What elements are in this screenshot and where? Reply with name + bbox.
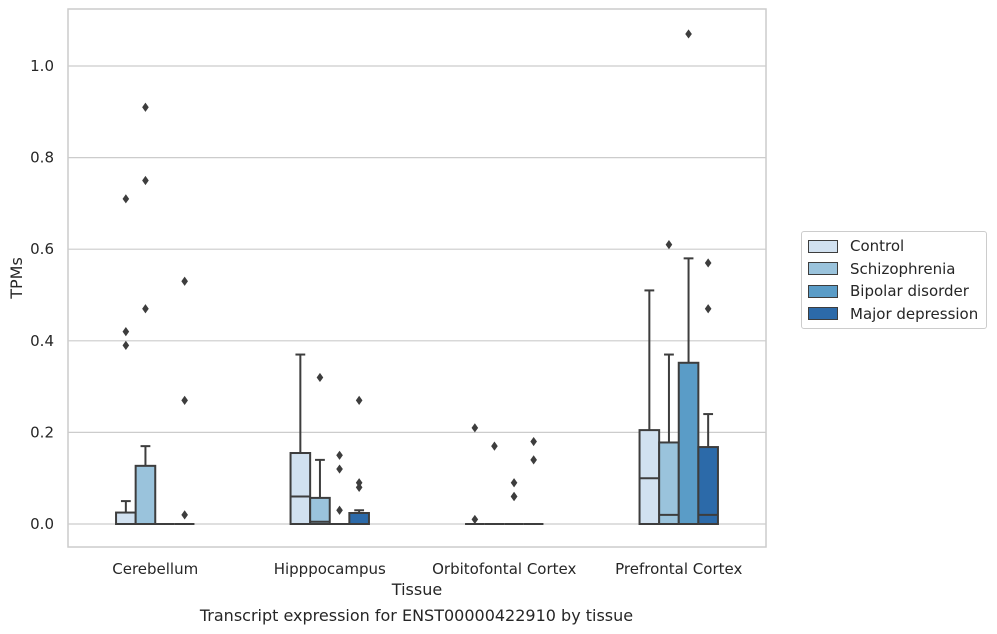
box-group (504, 478, 524, 525)
outlier-point (181, 276, 188, 286)
x-axis-label: Tissue (391, 580, 442, 599)
outlier-point (142, 175, 149, 186)
box-group (134, 102, 157, 526)
outlier-point (355, 478, 363, 488)
y-tick-label: 1.0 (30, 57, 54, 75)
legend-item-schizophrenia: Schizophrenia (802, 258, 986, 281)
box-group (638, 289, 661, 525)
box (348, 512, 370, 525)
y-tick-label: 0.2 (30, 423, 54, 441)
box (697, 446, 719, 525)
outlier-point (510, 478, 518, 488)
y-tick-label: 0.6 (30, 240, 54, 258)
box (289, 452, 312, 526)
box (134, 464, 157, 526)
outlier-point (336, 450, 343, 460)
box (677, 361, 700, 525)
outlier-point (122, 194, 130, 204)
outlier-point (704, 304, 712, 314)
y-tick-label: 0.8 (30, 149, 54, 167)
outlier-point (530, 436, 537, 447)
legend-label-schizophrenia: Schizophrenia (850, 259, 956, 278)
outlier-point (510, 491, 518, 502)
box (638, 429, 661, 525)
box-group (115, 194, 137, 525)
box (115, 511, 137, 525)
box-group (289, 353, 312, 526)
outlier-point (122, 327, 130, 337)
y-tick-label: 0.0 (30, 515, 54, 533)
outlier-point (491, 441, 498, 451)
box-group (348, 395, 370, 525)
outlier-point (665, 240, 673, 250)
chart-caption: Transcript expression for ENST0000042291… (199, 606, 634, 625)
outlier-point (471, 423, 479, 433)
outlier-point (355, 395, 363, 405)
legend-swatch-major-depression (808, 307, 838, 321)
y-tick-label: 0.4 (30, 332, 54, 350)
legend-item-control: Control (802, 235, 986, 258)
x-tick-label: Prefrontal Cortex (615, 560, 742, 578)
box-group (697, 258, 719, 525)
x-tick-label: Cerebellum (112, 560, 198, 578)
legend-item-bipolar-disorder: Bipolar disorder (802, 280, 986, 303)
outlier-point (142, 102, 149, 112)
outlier-point (336, 505, 343, 515)
legend-label-major-depression: Major depression (850, 304, 979, 323)
box-group (484, 441, 505, 525)
outlier-point (122, 340, 130, 350)
box (309, 496, 331, 526)
y-axis-label: TPMs (7, 257, 26, 300)
outlier-point (471, 514, 479, 525)
legend: Control Schizophrenia Bipolar disorder M… (801, 231, 987, 329)
box-group (523, 436, 544, 525)
outlier-point (336, 464, 343, 474)
legend-swatch-control (808, 239, 838, 253)
x-tick-label: Orbitofontal Cortex (432, 560, 576, 578)
box (658, 441, 680, 526)
box-group (658, 240, 680, 526)
box-group (174, 276, 195, 525)
box-group (309, 372, 331, 526)
outlier-point (530, 455, 537, 465)
box-group (677, 29, 700, 525)
plot-frame (67, 8, 767, 548)
legend-swatch-schizophrenia (808, 262, 838, 276)
box-group (329, 450, 350, 525)
outlier-point (142, 304, 149, 314)
legend-swatch-bipolar-disorder (808, 284, 838, 298)
outlier-point (704, 258, 712, 268)
outlier-point (181, 510, 188, 520)
legend-label-bipolar-disorder: Bipolar disorder (850, 282, 969, 301)
legend-item-major-depression: Major depression (802, 303, 986, 326)
outlier-point (685, 29, 692, 39)
legend-label-control: Control (850, 237, 905, 256)
box-group (465, 423, 485, 525)
outlier-point (181, 395, 188, 405)
outlier-point (316, 372, 324, 383)
x-tick-label: Hipppocampus (274, 560, 386, 578)
